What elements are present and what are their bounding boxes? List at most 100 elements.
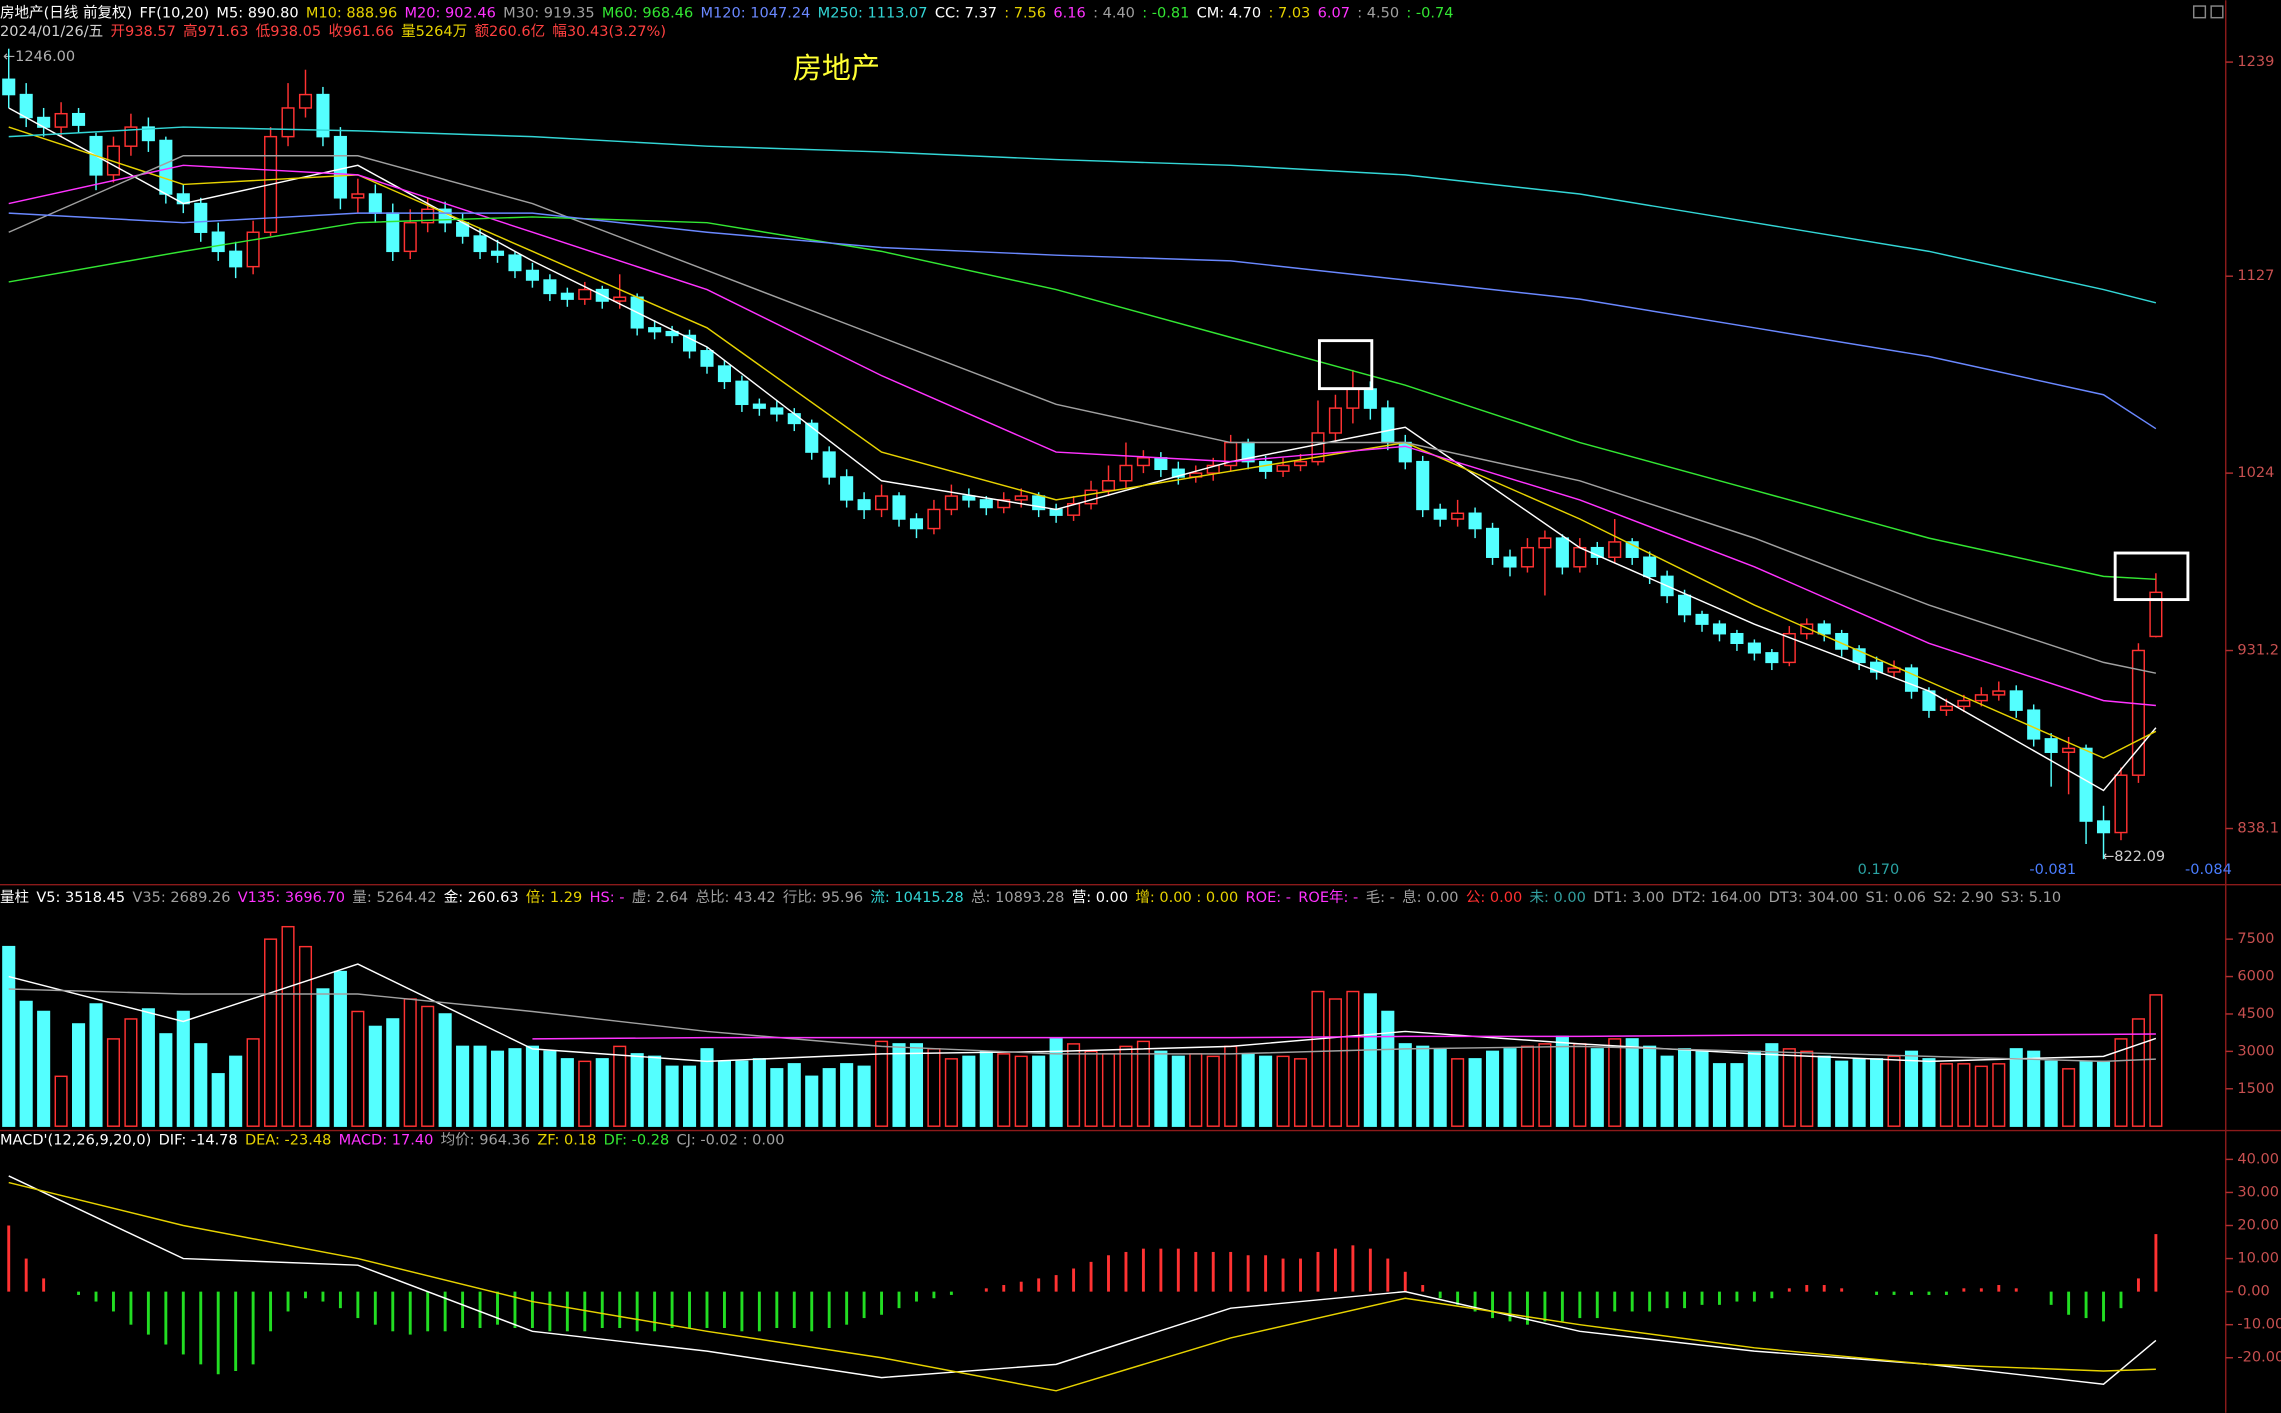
header-item: 量: 5264.42 (352, 890, 436, 906)
volume-bar (1800, 1050, 1814, 1127)
header-item: 开938.57 (110, 24, 175, 40)
header-item: : 4.50 (1357, 5, 1399, 21)
candle-body (1293, 460, 1308, 467)
volume-bar (124, 1018, 138, 1127)
candle-body (1765, 652, 1779, 664)
header-item: DT3: 304.00 (1769, 890, 1859, 906)
candle-body (1276, 464, 1290, 472)
candle-body (2096, 820, 2111, 834)
volume-bar (1346, 990, 1360, 1127)
header-item: M10: 888.96 (306, 5, 397, 21)
volume-bar (264, 938, 278, 1127)
candle-body (1678, 594, 1692, 616)
y-tick-label: 30.00 (2237, 1184, 2279, 1200)
header-item: ZF: 0.18 (537, 1133, 596, 1149)
candle-body (1538, 537, 1552, 549)
candle-body (1032, 495, 1046, 511)
header-item: M250: 1113.07 (818, 5, 928, 21)
window-icon[interactable] (2192, 5, 2207, 19)
candle-body (473, 235, 487, 253)
header-item: 增: 0.00 : 0.00 (1135, 889, 1238, 906)
candle-body (752, 403, 766, 409)
header-item: DT1: 3.00 (1593, 890, 1664, 906)
highlight-box (1317, 339, 1374, 391)
candle-body (717, 365, 731, 383)
volume-bar (1136, 1040, 1150, 1127)
volume-bar (1835, 1060, 1849, 1127)
candle-body (1608, 541, 1622, 558)
candle-body (1503, 556, 1517, 568)
candle-body (2149, 591, 2163, 638)
candle-body (1852, 648, 1866, 664)
volume-bar (1520, 1045, 1535, 1127)
volume-bar (1573, 1043, 1587, 1127)
y-tick-label: 20.00 (2237, 1218, 2279, 1234)
volume-bar (735, 1060, 749, 1127)
candle-body (1171, 468, 1185, 478)
volume-bar (1293, 1058, 1308, 1127)
volume-bar (1643, 1045, 1657, 1127)
candle-body (1939, 705, 1953, 711)
header-item: 毛: - (1366, 889, 1395, 906)
volume-bar (648, 1055, 662, 1127)
volume-bar (1503, 1048, 1517, 1127)
volume-bar (1259, 1055, 1273, 1127)
volume-bar (1957, 1063, 1971, 1127)
volume-bar (106, 1038, 121, 1127)
candle-body (490, 250, 505, 256)
candle-body (944, 495, 958, 511)
quote-header: 2024/01/26/五 开938.57 高971.63 低938.05 收961.66… (0, 23, 666, 40)
y-tick-label: -20.00 (2237, 1350, 2281, 1366)
candle-body (1363, 388, 1377, 409)
volume-bar (1817, 1055, 1831, 1127)
candle-body (560, 292, 574, 300)
volume-bar (1555, 1035, 1569, 1127)
header-item: FF(10,20) (139, 5, 209, 21)
candle-body (735, 380, 749, 406)
candle-body (2027, 709, 2041, 740)
candle-body (927, 508, 941, 530)
candle-body (525, 269, 539, 281)
volume-bar (1381, 1010, 1395, 1127)
volume-bar (1416, 1045, 1430, 1127)
volume-bar (1712, 1063, 1727, 1127)
volume-bar (1171, 1055, 1185, 1127)
header-item: 量柱 (0, 889, 29, 906)
candle-body (1346, 388, 1360, 409)
volume-bar (298, 945, 313, 1127)
volume-bar (1485, 1050, 1500, 1127)
indicator-line (8, 988, 2156, 1063)
annotation: ←822.09 (2102, 849, 2165, 865)
volume-bar (613, 1045, 627, 1127)
header-item: 倍: 1.29 (526, 889, 582, 906)
candle-body (368, 193, 382, 214)
volume-bar (2149, 994, 2163, 1127)
candle-body (316, 93, 330, 138)
volume-bar (2096, 1060, 2111, 1127)
y-tick-label: 1024 (2237, 465, 2274, 481)
candle-body (211, 231, 225, 253)
volume-bar (456, 1045, 470, 1127)
volume-bar (246, 1038, 260, 1127)
volume-bar (72, 1023, 86, 1127)
volume-bar (822, 1068, 836, 1127)
candle-body (1485, 527, 1500, 558)
candle-body (403, 221, 417, 253)
candle-body (1014, 495, 1028, 501)
candle-body (1870, 661, 1884, 673)
header-item: 息: 0.00 (1402, 889, 1458, 906)
candle-body (1625, 541, 1639, 558)
candle-body (1695, 613, 1709, 625)
volume-bar (1974, 1065, 1988, 1127)
volume-bar (944, 1058, 958, 1127)
candle-body (700, 350, 714, 367)
window-icon[interactable] (2210, 5, 2224, 19)
volume-bar (2027, 1050, 2041, 1127)
volume-bar (1887, 1055, 1901, 1127)
header-item: 高971.63 (183, 23, 248, 40)
volume-bar (1870, 1058, 1884, 1127)
candle-body (1154, 457, 1168, 471)
candle-body (2131, 649, 2145, 776)
